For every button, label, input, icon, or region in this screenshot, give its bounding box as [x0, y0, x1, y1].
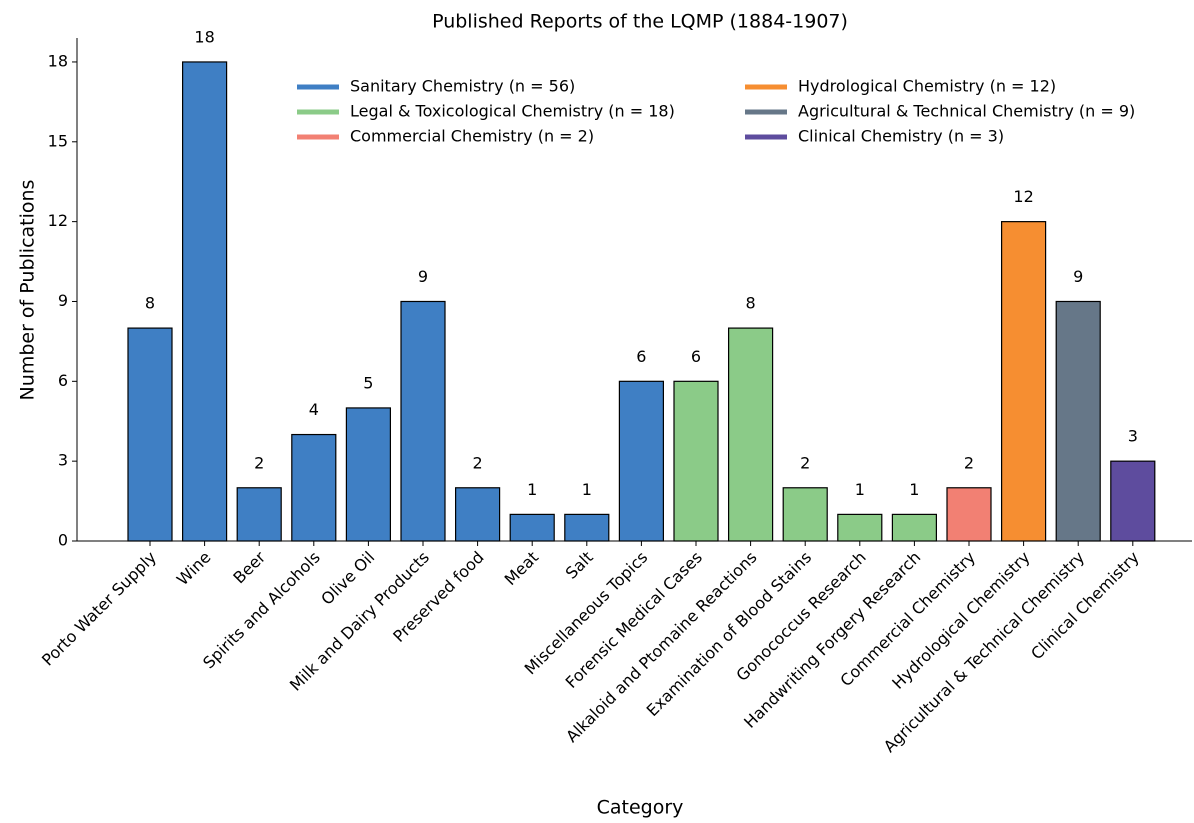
bar [127, 327, 173, 542]
value-label: 5 [363, 373, 373, 392]
value-label: 1 [855, 480, 865, 499]
value-label: 9 [1073, 267, 1083, 286]
y-axis-label: Number of Publications [17, 180, 39, 401]
value-label: 4 [309, 400, 319, 419]
legend-label: Commercial Chemistry (n = 2) [350, 127, 594, 146]
value-label: 1 [582, 480, 592, 499]
bar [782, 487, 828, 542]
x-axis-label: Category [597, 797, 684, 819]
bar [182, 61, 228, 542]
legend-label: Agricultural & Technical Chemistry (n = … [798, 102, 1135, 121]
x-tick-label: Porto Water Supply [38, 548, 160, 670]
y-tick-label: 0 [58, 531, 68, 550]
bar [564, 513, 610, 542]
value-label: 2 [254, 453, 264, 472]
value-label: 6 [691, 347, 701, 366]
x-tick-label: Alkaloid and Ptomaine Reactions [562, 548, 761, 747]
bar [455, 487, 501, 542]
value-label: 2 [964, 453, 974, 472]
value-label: 8 [145, 294, 155, 313]
bar [618, 380, 665, 542]
bar [345, 407, 391, 542]
bar [291, 433, 337, 542]
bar [891, 513, 938, 542]
x-tick-label: Agricultural & Technical Chemistry [880, 548, 1088, 756]
chart-title: Published Reports of the LQMP (1884-1907… [432, 11, 848, 33]
legend-label: Legal & Toxicological Chemistry (n = 18) [350, 102, 675, 121]
y-tick-label: 9 [58, 291, 68, 310]
bar [946, 487, 992, 542]
value-label: 1 [909, 480, 919, 499]
legend-label: Sanitary Chemistry (n = 56) [350, 77, 575, 96]
value-label: 6 [636, 347, 646, 366]
legend-label: Hydrological Chemistry (n = 12) [798, 77, 1056, 96]
bar [1110, 460, 1156, 542]
x-tick-label: Clinical Chemistry [1027, 548, 1143, 664]
y-tick-label: 12 [48, 211, 68, 230]
value-label: 1 [527, 480, 537, 499]
legend-label: Clinical Chemistry (n = 3) [798, 127, 1004, 146]
value-label: 3 [1128, 427, 1138, 446]
value-label: 12 [1013, 187, 1033, 206]
bar [509, 513, 555, 542]
bar [837, 513, 883, 542]
x-tick-label: Salt [562, 548, 597, 583]
y-tick-label: 18 [48, 51, 68, 70]
bar [236, 487, 282, 542]
y-tick-label: 3 [58, 451, 68, 470]
x-tick-label: Beer [229, 547, 269, 587]
y-tick-label: 15 [48, 131, 68, 150]
value-label: 2 [473, 453, 483, 472]
y-tick-label: 6 [58, 371, 68, 390]
value-label: 9 [418, 267, 428, 286]
value-label: 18 [194, 27, 214, 46]
value-label: 8 [746, 294, 756, 313]
bar [1000, 221, 1047, 542]
bar [727, 327, 774, 542]
bar [1055, 300, 1101, 542]
bar [673, 380, 719, 542]
value-label: 2 [800, 453, 810, 472]
x-tick-label: Wine [173, 548, 215, 590]
bar [400, 300, 446, 542]
x-tick-label: Meat [501, 548, 543, 590]
